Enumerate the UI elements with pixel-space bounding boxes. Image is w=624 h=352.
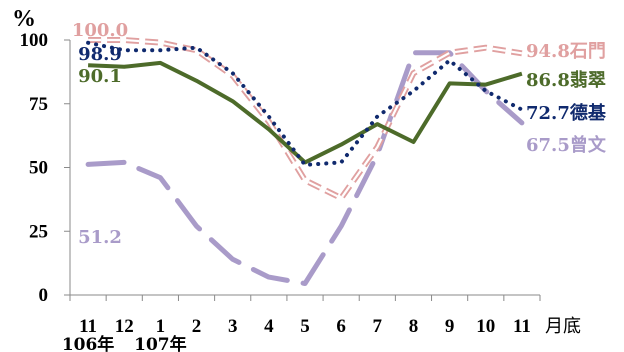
year-label: 106年 (62, 334, 115, 352)
y-tick-label: 25 (29, 221, 48, 242)
end-label-feicui: 86.8翡翠 (526, 70, 606, 91)
series-line-zengwen (85, 50, 525, 286)
data-labels: 100.0 98.990.1 51.2 94.8石門 72.7德基 86.8翡翠 67.5曾… (72, 20, 607, 248)
year-label: 107年 (134, 334, 187, 352)
y-tick-label: 50 (29, 158, 48, 179)
x-tick-label: 5 (300, 316, 310, 337)
end-label-deji: 72.7德基 (526, 102, 607, 124)
start-label-zengwen: 51.2 (78, 227, 122, 248)
x-tick-label: 9 (445, 316, 455, 337)
y-unit-label: % (12, 6, 36, 32)
series-line-deji (86, 40, 524, 167)
x-tick-label: 4 (264, 316, 274, 337)
start-label-deji: 98.9 (78, 44, 122, 65)
y-tick-label: 0 (39, 285, 49, 306)
series-line-feicui (88, 60, 523, 165)
x-tick-label: 12 (115, 316, 134, 337)
x-tick-label: 3 (228, 316, 238, 337)
x-tick-label: 11 (79, 316, 97, 337)
x-tick-label: 11 (513, 316, 531, 337)
end-label-shimen: 94.8石門 (526, 41, 606, 62)
end-label-zengwen: 67.5曾文 (526, 134, 607, 156)
x-tick-label: 7 (373, 316, 383, 337)
y-tick-label: 100 (20, 30, 49, 51)
x-tick-label: 2 (192, 316, 202, 337)
start-label-shimen: 100.0 (72, 20, 128, 41)
series-lines (85, 37, 525, 286)
x-unit-label: 月底 (545, 316, 581, 337)
start-label-feicui: 90.1 (78, 66, 122, 87)
y-tick-label: 75 (29, 94, 48, 115)
x-tick-label: 6 (336, 316, 346, 337)
x-tick-label: 1 (156, 316, 166, 337)
x-tick-label: 10 (476, 316, 495, 337)
x-tick-label: 8 (409, 316, 419, 337)
